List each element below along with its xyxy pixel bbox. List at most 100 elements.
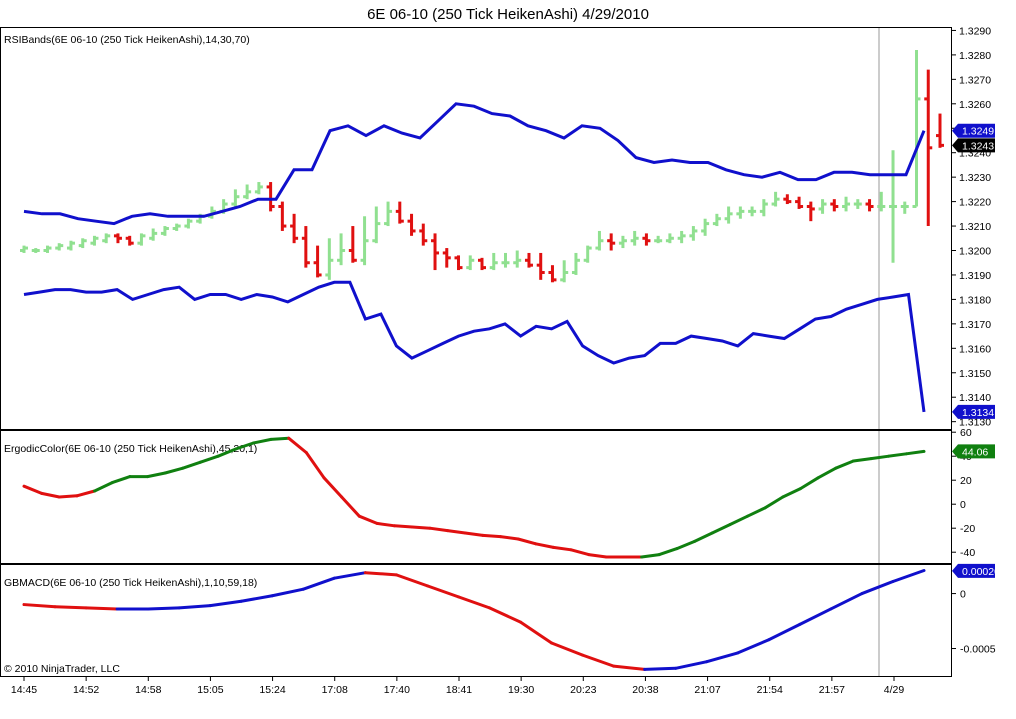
ergodic-segment (357, 514, 379, 525)
ergodic-segment (410, 525, 432, 530)
ergodic-segment (534, 542, 555, 549)
upper-band-badge-bg (952, 123, 995, 138)
ergodic-segment (781, 487, 802, 499)
ergodic-segment (816, 466, 838, 480)
ergodic-segment (304, 451, 326, 480)
ergodic-segment (498, 535, 520, 541)
macd-segment (550, 641, 585, 657)
macd-segment (643, 666, 678, 671)
x-tick-label: 20:38 (632, 684, 658, 696)
close-price-badge-text: 1.3243 (962, 140, 994, 152)
x-tick-label: 15:24 (259, 684, 285, 696)
ergodic-segment (163, 466, 185, 475)
price-y-tick-label: 1.3200 (959, 246, 991, 258)
price-y-tick-label: 1.3280 (959, 50, 991, 62)
x-tick-label: 21:54 (757, 684, 783, 696)
ergodic-segment (746, 506, 767, 518)
macd-segment (705, 651, 740, 664)
ergodic-segment (710, 523, 732, 535)
ergodic-segment (287, 436, 308, 455)
ergodic-segment (340, 495, 361, 518)
macd-segment (239, 594, 274, 603)
price-y-tick-label: 1.3140 (959, 392, 991, 404)
chart-title: 6E 06-10 (250 Tick HeikenAshi) 4/29/2010 (367, 6, 649, 23)
x-tick-label: 14:58 (135, 684, 161, 696)
ergodic-segment (834, 459, 855, 470)
price-y-tick-label: 1.3190 (959, 270, 991, 282)
ergodic-value-badge-text: 44.06 (962, 446, 988, 458)
ergodic-segment (40, 491, 61, 499)
ergodic-segment (93, 481, 114, 493)
macd-segment (270, 587, 305, 598)
ergodic-segment (551, 545, 573, 552)
ergodic-segment (75, 489, 97, 498)
price-y-tick-label: 1.3130 (959, 417, 991, 429)
lower-band-badge-bg (952, 404, 995, 419)
macd-segment (829, 592, 864, 611)
price-y-tick-label: 1.3290 (959, 25, 991, 37)
price-badges: 1.3249 1.3243 1.3134 (952, 123, 995, 419)
ergodic-y-tick-label: 0 (960, 499, 966, 511)
ergodic-segment (198, 454, 220, 464)
macd-segment (767, 622, 802, 642)
macd-segment (394, 573, 429, 588)
ergodic-segment (463, 531, 485, 537)
price-panel-label: RSIBands(6E 06-10 (250 Tick HeikenAshi),… (4, 34, 250, 46)
ergodic-segment (181, 460, 202, 470)
macd-segment (425, 584, 460, 599)
x-tick-label: 4/29 (884, 684, 905, 696)
copyright-label: © 2010 NinjaTrader, LLC (4, 663, 120, 675)
macd-segment (674, 660, 709, 670)
ergodic-panel-frame (0, 430, 952, 564)
price-y-tick-label: 1.3210 (959, 221, 991, 233)
ergodic-value-badge-bg (952, 444, 995, 459)
ergodic-y-tick-label: -40 (960, 547, 975, 559)
ergodic-panel: ErgodicColor(6E 06-10 (250 Tick HeikenAs… (0, 427, 995, 564)
ergodic-y-tick-label: -20 (960, 523, 975, 535)
macd-segment (208, 599, 243, 608)
macd-panel-frame (0, 564, 952, 677)
ergodic-segment (428, 526, 450, 533)
price-panel: RSIBands(6E 06-10 (250 Tick HeikenAshi),… (0, 25, 995, 430)
macd-segment (488, 606, 523, 624)
ergodic-badge: 44.06 (952, 444, 995, 459)
price-y-tick-label: 1.3230 (959, 172, 991, 184)
macd-panel: GBMACD(6E 06-10 (250 Tick HeikenAshi),1,… (0, 563, 1006, 677)
ergodic-segment (446, 529, 467, 535)
macd-segment (798, 607, 833, 626)
macd-y-tick-label: -0.0005 (960, 644, 996, 656)
macd-segment (146, 606, 181, 611)
macd-grid: 0 -0.0005 (878, 565, 996, 676)
x-tick-label: 19:30 (508, 684, 534, 696)
macd-segment (332, 571, 367, 580)
price-y-tick-label: 1.3150 (959, 368, 991, 380)
ergodic-line (22, 436, 926, 559)
ergodic-segment (675, 539, 697, 551)
ergodic-grid: 6040200-20-40 (878, 427, 975, 563)
ergodic-segment (146, 471, 167, 479)
ergodic-segment (640, 553, 661, 559)
ergodic-segment (693, 531, 714, 543)
ergodic-segment (763, 495, 785, 510)
macd-segment (177, 604, 212, 610)
ergodic-segment (322, 476, 344, 499)
price-bands (23, 102, 926, 413)
price-y-tick-label: 1.3220 (959, 197, 991, 209)
x-tick-label: 20:23 (570, 684, 596, 696)
x-tick-label: 21:07 (694, 684, 720, 696)
macd-segment (301, 576, 336, 591)
ergodic-segment (516, 537, 538, 546)
ergodic-segment (798, 476, 820, 491)
price-candles (20, 50, 944, 283)
macd-segment (519, 620, 554, 645)
ergodic-panel-label: ErgodicColor(6E 06-10 (250 Tick HeikenAs… (4, 443, 257, 455)
price-y-tick-label: 1.3180 (959, 294, 991, 306)
macd-segment (860, 579, 895, 596)
macd-segment (581, 653, 616, 668)
ergodic-segment (904, 449, 926, 456)
price-y-tick-label: 1.3160 (959, 343, 991, 355)
ergodic-segment (587, 553, 608, 559)
x-tick-label: 17:40 (384, 684, 410, 696)
ergodic-y-tick-label: 20 (960, 475, 972, 487)
